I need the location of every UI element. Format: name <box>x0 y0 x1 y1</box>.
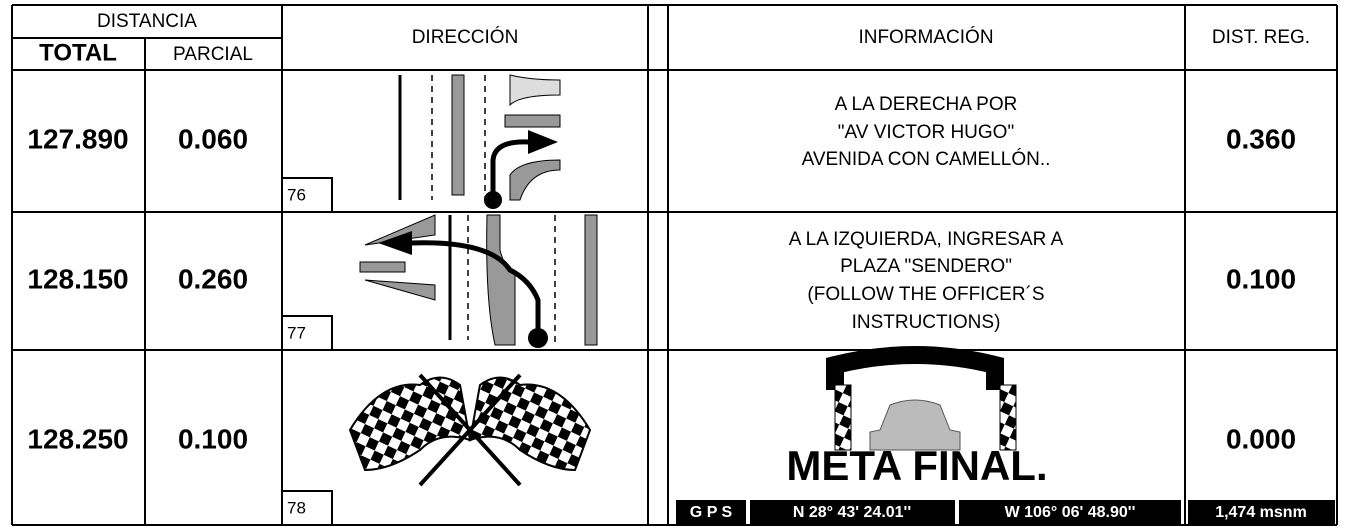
dist-reg: 0.360 <box>1226 123 1296 154</box>
total: 127.890 <box>27 123 128 154</box>
finish-logo <box>826 346 1017 451</box>
header-direccion: DIRECCIÓN <box>412 26 519 48</box>
dist-reg: 0.100 <box>1226 263 1296 294</box>
header-total: TOTAL <box>39 39 117 66</box>
header-informacion: INFORMACIÓN <box>858 26 993 48</box>
gps-box <box>959 500 1181 524</box>
direction-icon <box>398 74 561 209</box>
gps-box <box>750 500 955 524</box>
box <box>281 490 333 526</box>
info-line: AVENIDA CON CAMELLÓN.. <box>802 148 1051 170</box>
parcial: 0.060 <box>178 123 248 154</box>
info-line: PLAZA "SENDERO" <box>840 256 1012 277</box>
info-line: INSTRUCTIONS) <box>852 312 1001 333</box>
finish-flags <box>348 373 592 487</box>
header-distancia: DISTANCIA <box>97 11 197 32</box>
direction-icon <box>359 214 598 348</box>
table-lines <box>11 4 1338 526</box>
info-line: A LA IZQUIERDA, INGRESAR A <box>789 229 1064 250</box>
info-line: (FOLLOW THE OFFICER´S <box>807 284 1044 305</box>
gps-box <box>676 500 746 524</box>
header-dist-reg: DIST. REG. <box>1212 27 1310 48</box>
header-parcial: PARCIAL <box>173 44 253 65</box>
box-number: 78 <box>287 498 306 517</box>
dist-reg: 0.000 <box>1226 423 1296 454</box>
gps-lon: W 106° 06' 48.90'' <box>1005 504 1136 521</box>
gps-alt: 1,474 msnm <box>1215 504 1307 521</box>
box <box>281 315 333 351</box>
total: 128.250 <box>27 423 128 454</box>
meta-text: META FINAL. <box>786 442 1047 489</box>
gps-label: G P S <box>690 504 733 521</box>
gps-box <box>1188 500 1335 524</box>
gps-lat: N 28° 43' 24.01'' <box>793 504 911 521</box>
logo-text: Chihuahua EXPRESS <box>861 369 974 381</box>
parcial: 0.260 <box>178 263 248 294</box>
parcial: 0.100 <box>178 423 248 454</box>
total: 128.150 <box>27 263 128 294</box>
info-line: "AV VICTOR HUGO" <box>838 122 1014 143</box>
box <box>281 177 333 213</box>
info-line: A LA DERECHA POR <box>835 94 1018 115</box>
box-number: 76 <box>287 185 306 204</box>
box-number: 77 <box>287 323 306 342</box>
